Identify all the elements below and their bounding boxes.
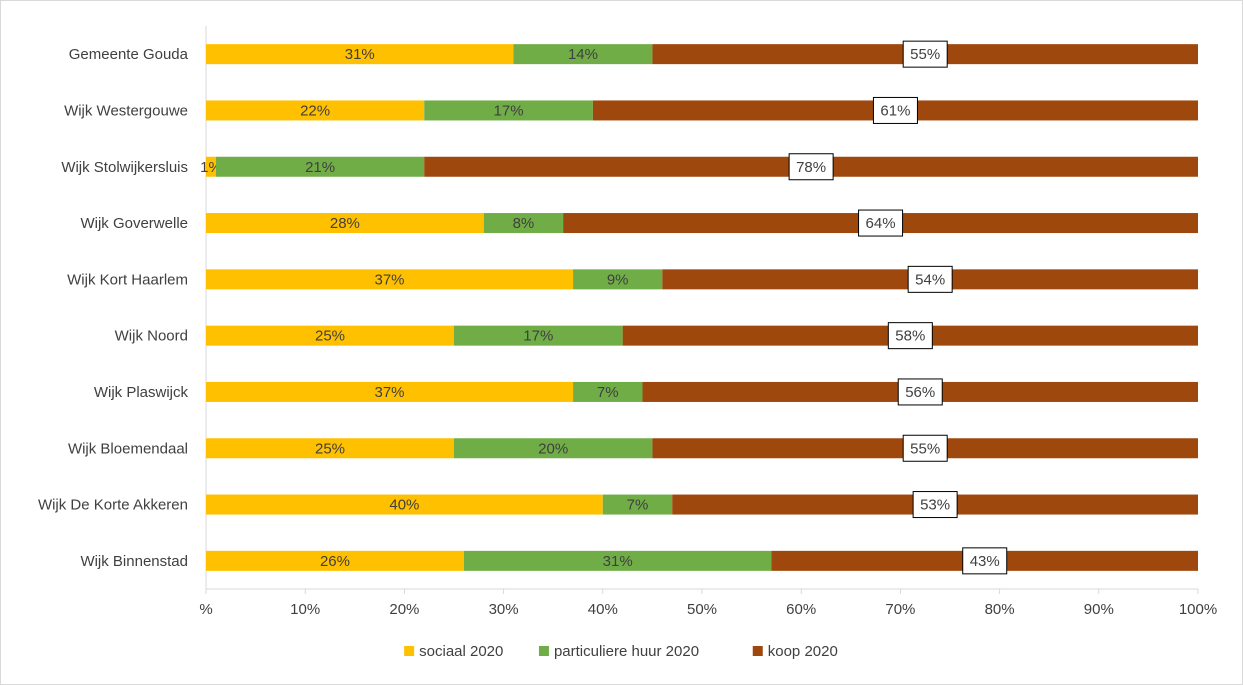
category-label: Wijk Goverwelle xyxy=(80,215,188,232)
bar-segment xyxy=(424,100,593,121)
data-label: 7% xyxy=(597,384,619,401)
category-label: Wijk Noord xyxy=(115,328,188,345)
bar-segment xyxy=(463,550,772,571)
bar-segment xyxy=(602,494,673,515)
bar-segment xyxy=(573,269,663,290)
legend-swatch xyxy=(404,646,415,656)
bar-segment xyxy=(215,156,425,177)
x-tick-label: % xyxy=(199,601,212,618)
data-label: 78% xyxy=(796,159,826,176)
bar-segment xyxy=(206,381,574,402)
bar-segment xyxy=(206,494,603,515)
data-label-box xyxy=(912,491,958,519)
data-label: 43% xyxy=(970,553,1000,570)
x-tick-label: 40% xyxy=(588,601,618,618)
data-label: 28% xyxy=(330,215,360,232)
data-label: 64% xyxy=(866,215,896,232)
data-label: 61% xyxy=(880,102,910,119)
data-label: 31% xyxy=(345,46,375,63)
data-label: 55% xyxy=(910,440,940,457)
category-label: Wijk Kort Haarlem xyxy=(67,271,188,288)
category-label: Wijk Westergouwe xyxy=(64,102,188,119)
category-label: Wijk Stolwijkersluis xyxy=(61,159,188,176)
bar-segment xyxy=(573,381,643,402)
data-label: 55% xyxy=(910,46,940,63)
x-tick-label: 20% xyxy=(389,601,419,618)
data-label: 21% xyxy=(305,159,335,176)
data-label: 17% xyxy=(494,102,524,119)
category-label: Wijk Bloemendaal xyxy=(68,440,188,457)
bar-segment xyxy=(206,438,454,459)
data-label: 37% xyxy=(375,384,405,401)
legend-label: sociaal 2020 xyxy=(419,643,503,660)
data-label-box xyxy=(887,322,933,350)
data-label: 56% xyxy=(905,384,935,401)
data-label-box xyxy=(902,434,948,462)
bar-segment xyxy=(206,213,484,234)
x-tick-label: 80% xyxy=(985,601,1015,618)
data-label: 8% xyxy=(513,215,535,232)
data-label: 31% xyxy=(603,553,633,570)
data-label: 14% xyxy=(568,46,598,63)
legend-swatch xyxy=(752,646,763,656)
data-label-box xyxy=(872,96,918,124)
x-tick-label: 60% xyxy=(786,601,816,618)
bar-segment xyxy=(206,325,454,346)
bar-segment xyxy=(513,44,653,65)
data-label: 40% xyxy=(389,497,419,514)
category-label: Gemeente Gouda xyxy=(69,46,189,63)
data-label: 37% xyxy=(375,271,405,288)
bar-segment xyxy=(454,325,623,346)
data-label-box xyxy=(902,40,948,68)
data-label: 9% xyxy=(607,271,629,288)
bar-segment xyxy=(454,438,653,459)
bar-segment xyxy=(206,44,514,65)
bar-segment xyxy=(206,269,574,290)
data-label-box xyxy=(962,547,1008,575)
data-label: 25% xyxy=(315,328,345,345)
data-label-box xyxy=(907,265,953,293)
x-tick-label: 100% xyxy=(1179,601,1217,618)
data-label: 58% xyxy=(895,328,925,345)
bar-segment xyxy=(206,550,464,571)
data-label: 54% xyxy=(915,271,945,288)
category-label: Wijk De Korte Akkeren xyxy=(38,497,188,514)
legend-swatch xyxy=(538,646,549,656)
data-label: 22% xyxy=(300,102,330,119)
x-tick-label: 10% xyxy=(290,601,320,618)
x-tick-label: 30% xyxy=(489,601,519,618)
bar-segment xyxy=(206,100,425,121)
legend-label: particuliere huur 2020 xyxy=(554,643,699,660)
x-tick-label: 50% xyxy=(687,601,717,618)
data-label: 7% xyxy=(627,497,649,514)
data-label-box xyxy=(788,153,834,181)
data-label: 53% xyxy=(920,497,950,514)
bar-segment xyxy=(483,213,564,234)
data-label: 26% xyxy=(320,553,350,570)
data-label: 25% xyxy=(315,440,345,457)
data-label: 17% xyxy=(523,328,553,345)
legend-label: koop 2020 xyxy=(768,643,838,660)
bar-segment xyxy=(206,156,216,177)
data-label-box xyxy=(897,378,943,406)
data-label-box xyxy=(858,209,904,237)
data-label: 20% xyxy=(538,440,568,457)
x-tick-label: 70% xyxy=(885,601,915,618)
x-tick-label: 90% xyxy=(1084,601,1114,618)
category-label: Wijk Binnenstad xyxy=(80,553,188,570)
category-label: Wijk Plaswijck xyxy=(94,384,189,401)
